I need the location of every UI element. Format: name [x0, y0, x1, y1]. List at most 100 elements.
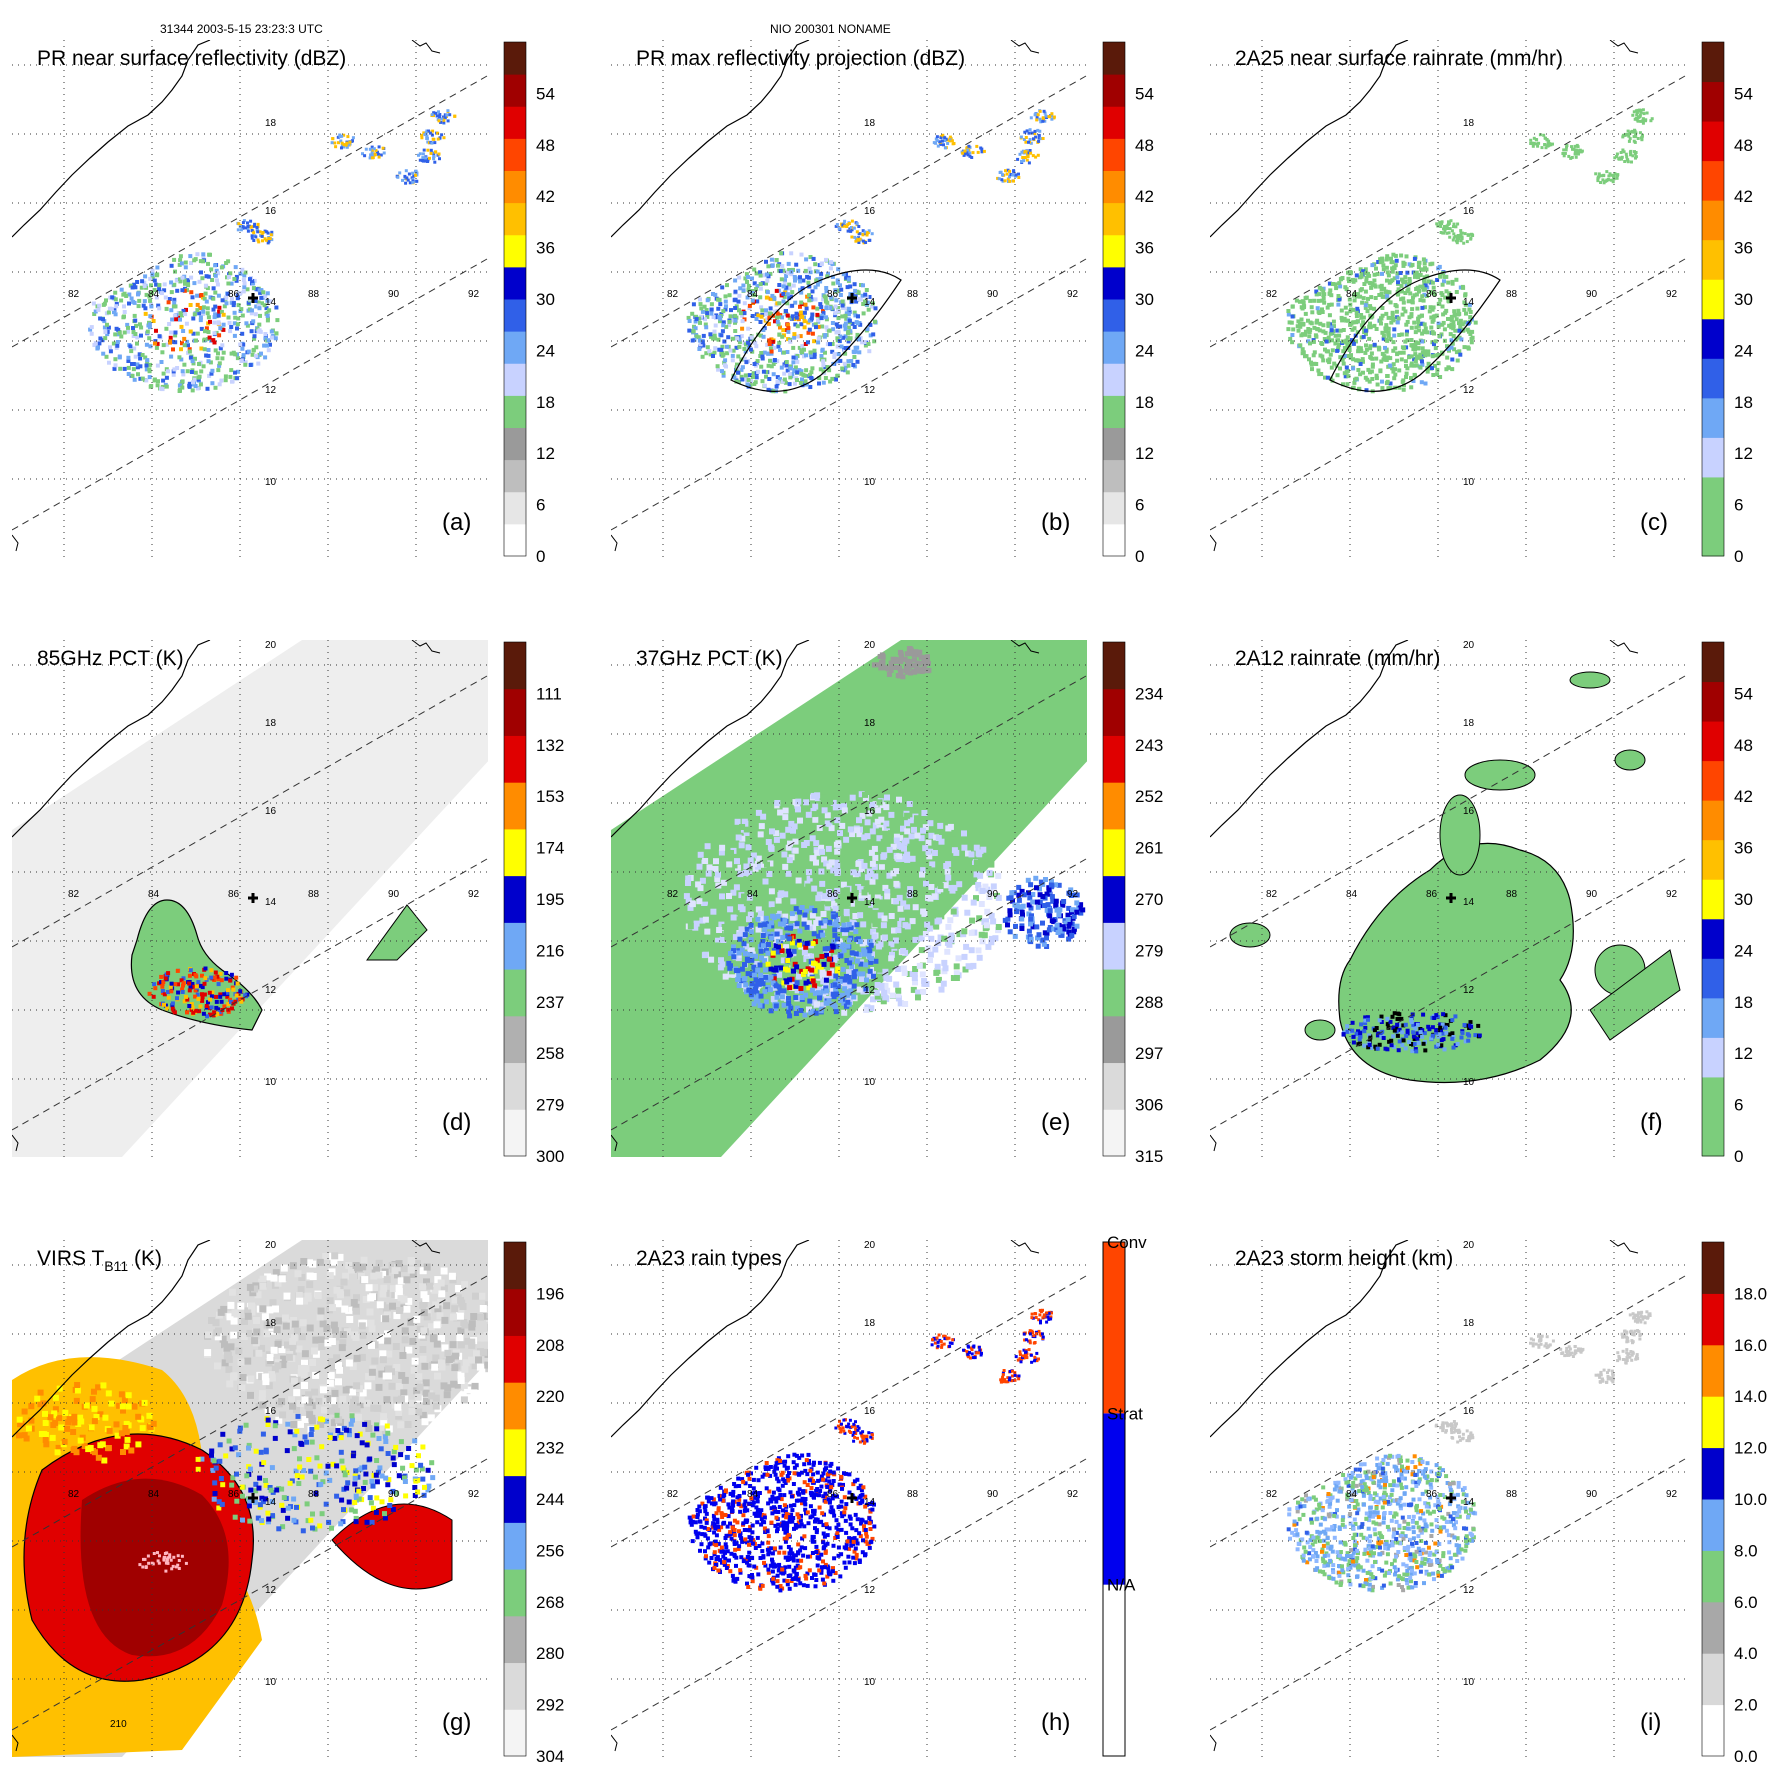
- pr-echo-cell: [1537, 141, 1541, 145]
- pr-echo-cell: [1429, 325, 1434, 330]
- pr-echo-cell: [93, 309, 98, 314]
- pr-echo-cell: [818, 276, 823, 281]
- pr-echo-cell: [1417, 289, 1422, 293]
- pr-echo-cell: [1361, 296, 1366, 301]
- pr-echo-cell: [217, 333, 222, 338]
- pct-cell: [860, 921, 867, 928]
- pct-cell: [760, 861, 767, 868]
- pr-echo-cell: [1406, 299, 1411, 304]
- pr-echo-cell: [1359, 323, 1364, 328]
- pct-cell: [812, 983, 818, 989]
- pct-cell: [978, 901, 985, 907]
- pr-echo-cell: [752, 281, 757, 286]
- pct-cell: [826, 863, 833, 870]
- pr-echo-cell: [1452, 232, 1456, 236]
- pct-cell: [832, 927, 838, 933]
- pr-echo-cell: [263, 336, 268, 341]
- pr-echo-cell: [264, 306, 269, 311]
- pct-cell: [798, 867, 805, 874]
- colorbar-segment: [504, 363, 526, 396]
- pr-echo-cell: [180, 369, 185, 374]
- pct-cell: [695, 881, 702, 888]
- pr-echo-cell: [777, 283, 782, 287]
- pct-cell: [834, 817, 841, 824]
- pr-echo-cell: [137, 298, 142, 303]
- pr-echo-cell: [1405, 338, 1410, 343]
- pr-echo-cell: [240, 346, 245, 351]
- pr-echo-cell: [1439, 231, 1443, 234]
- pr-echo-cell: [1641, 117, 1645, 121]
- pr-echo-cell: [1626, 133, 1630, 137]
- pr-echo-cell: [790, 314, 795, 319]
- pr-echo-cell: [1632, 139, 1636, 143]
- pct-cell: [760, 933, 766, 938]
- pr-echo-cell: [185, 288, 189, 293]
- pr-echo-cell: [824, 305, 829, 310]
- pr-echo-cell: [1370, 263, 1375, 268]
- pct-cell: [753, 873, 760, 880]
- pct-cell: [925, 660, 931, 666]
- pr-echo-cell: [126, 365, 131, 370]
- pct-cell: [791, 948, 797, 954]
- pct-cell: [785, 958, 791, 963]
- pct-cell: [922, 824, 929, 831]
- pct-cell: [742, 951, 748, 957]
- pct-cell: [856, 817, 862, 824]
- pct-cell: [949, 855, 956, 861]
- pr-echo-cell: [829, 260, 834, 265]
- pr-echo-cell: [840, 314, 845, 319]
- pr-echo-cell: [1327, 302, 1332, 307]
- pct-cell: [175, 996, 179, 1001]
- pr-echo-cell: [433, 160, 437, 164]
- pct-cell: [807, 940, 813, 946]
- pr-echo-cell: [182, 362, 187, 367]
- pr-echo-cell: [718, 316, 723, 321]
- pr-echo-cell: [950, 139, 954, 143]
- colorbar-segment: [1103, 427, 1125, 461]
- lat-label: 16: [265, 806, 277, 817]
- pr-echo-cell: [840, 366, 845, 371]
- pct-cell: [1033, 875, 1039, 881]
- pr-echo-cell: [1312, 325, 1317, 330]
- pct-cell: [945, 825, 952, 832]
- pct-cell: [197, 1009, 202, 1014]
- pr-echo-cell: [1469, 237, 1473, 241]
- pr-echo-cell: [1452, 347, 1457, 352]
- pct-cell: [799, 941, 805, 947]
- pr-echo-cell: [275, 318, 280, 323]
- pct-cell: [823, 860, 830, 867]
- pr-echo-cell: [1394, 309, 1399, 314]
- pr-echo-cell: [745, 295, 750, 300]
- pr-echo-cell: [1369, 295, 1374, 300]
- pr-echo-cell: [201, 252, 206, 257]
- pct-cell: [874, 909, 881, 916]
- pct-cell: [849, 919, 856, 926]
- pct-cell: [781, 988, 787, 994]
- pr-echo-cell: [217, 382, 222, 387]
- pr-echo-cell: [250, 236, 254, 240]
- pr-echo-cell: [438, 113, 442, 116]
- pr-echo-cell: [808, 255, 813, 259]
- pct-cell: [782, 863, 789, 870]
- pr-echo-cell: [1432, 342, 1436, 347]
- pct-cell: [168, 984, 173, 989]
- colorbar-segment: [504, 459, 526, 493]
- pr-echo-cell: [175, 366, 180, 370]
- pct-cell: [721, 924, 728, 930]
- colorbar-tick: 0: [1135, 547, 1144, 566]
- pr-echo-cell: [1413, 340, 1418, 345]
- pr-echo-cell: [442, 120, 446, 124]
- pr-echo-cell: [169, 354, 174, 359]
- pr-echo-cell: [1561, 152, 1565, 155]
- pct-cell: [921, 810, 928, 816]
- pct-cell: [784, 925, 790, 931]
- pct-cell: [874, 993, 881, 1000]
- pr-echo-cell: [748, 347, 753, 352]
- pct-cell: [1038, 879, 1044, 885]
- pct-cell: [884, 794, 890, 801]
- pr-echo-cell: [1461, 285, 1466, 290]
- pr-echo-cell: [1380, 330, 1385, 335]
- pr-echo-cell: [1380, 379, 1384, 384]
- pr-echo-cell: [429, 151, 433, 155]
